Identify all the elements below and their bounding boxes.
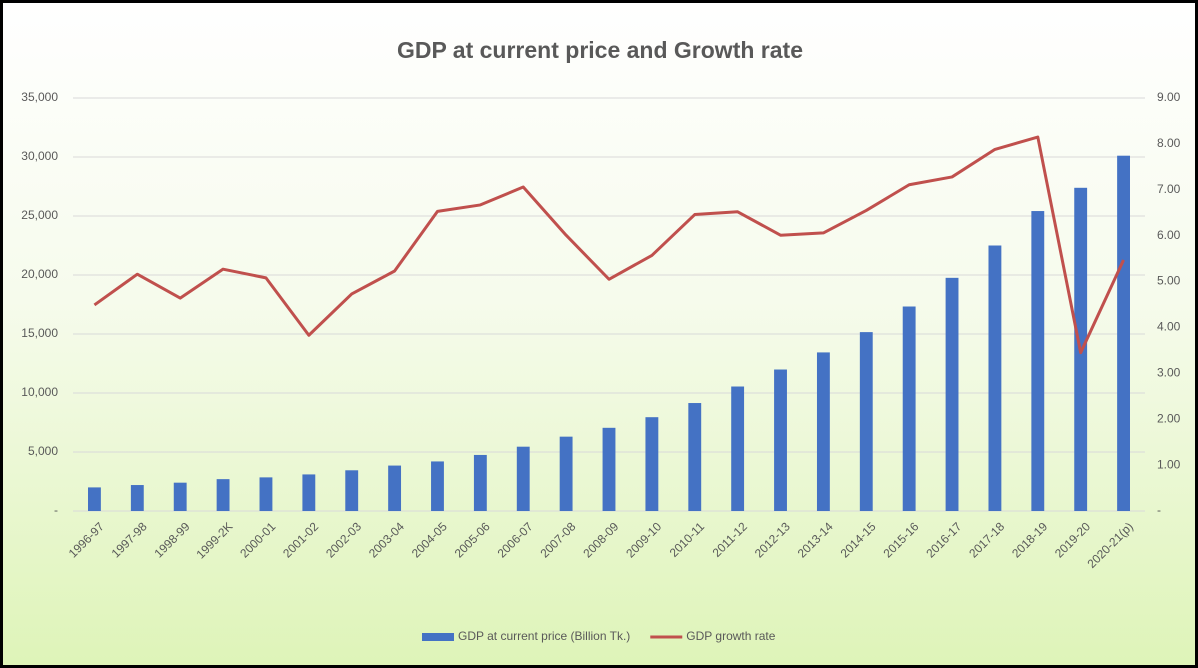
y-tick-label: 5,000 — [28, 444, 58, 458]
y2-tick-label: 4.00 — [1157, 320, 1181, 334]
chart-title: GDP at current price and Growth rate — [397, 37, 803, 63]
line-series — [93, 135, 1125, 355]
bar — [559, 436, 573, 511]
bar — [1031, 211, 1045, 511]
y2-tick-label: 9.00 — [1157, 90, 1181, 104]
y2-tick-label: 8.00 — [1157, 136, 1181, 150]
bar — [516, 446, 530, 511]
y2-tick-label: 3.00 — [1157, 366, 1181, 380]
y2-tick-label: 7.00 — [1157, 182, 1181, 196]
y-tick-label: 10,000 — [21, 385, 58, 399]
y-tick-label: 15,000 — [21, 326, 58, 340]
bar — [902, 306, 916, 511]
bar — [859, 332, 873, 511]
bar — [816, 352, 830, 511]
y-tick-label: 25,000 — [21, 208, 58, 222]
y-tick-label: 30,000 — [21, 149, 58, 163]
bar — [216, 479, 230, 511]
bar — [302, 474, 316, 511]
y2-tick-label: 5.00 — [1157, 274, 1181, 288]
y-tick-label: 35,000 — [21, 90, 58, 104]
bar — [431, 461, 444, 511]
y-tick-label: - — [54, 503, 58, 517]
y2-tick-label: 2.00 — [1157, 411, 1181, 425]
bar — [731, 386, 745, 511]
bar — [173, 482, 187, 511]
y-tick-label: 20,000 — [21, 267, 58, 281]
bar — [645, 417, 659, 511]
bar — [473, 454, 487, 511]
bar — [259, 477, 273, 511]
bar — [988, 245, 1002, 511]
legend-label: GDP at current price (Billion Tk.) — [458, 629, 630, 643]
bar — [945, 277, 959, 511]
y2-tick-label: - — [1157, 503, 1161, 517]
bar — [602, 427, 616, 511]
bar — [774, 369, 787, 511]
bar — [688, 403, 702, 511]
y2-tick-label: 1.00 — [1157, 457, 1181, 471]
bar — [130, 485, 144, 511]
bar — [1117, 155, 1130, 511]
y2-tick-label: 6.00 — [1157, 228, 1181, 242]
legend-swatch — [422, 633, 454, 641]
bar — [88, 487, 101, 511]
legend-label: GDP growth rate — [686, 629, 775, 643]
bar — [388, 465, 402, 511]
bar — [345, 470, 359, 511]
